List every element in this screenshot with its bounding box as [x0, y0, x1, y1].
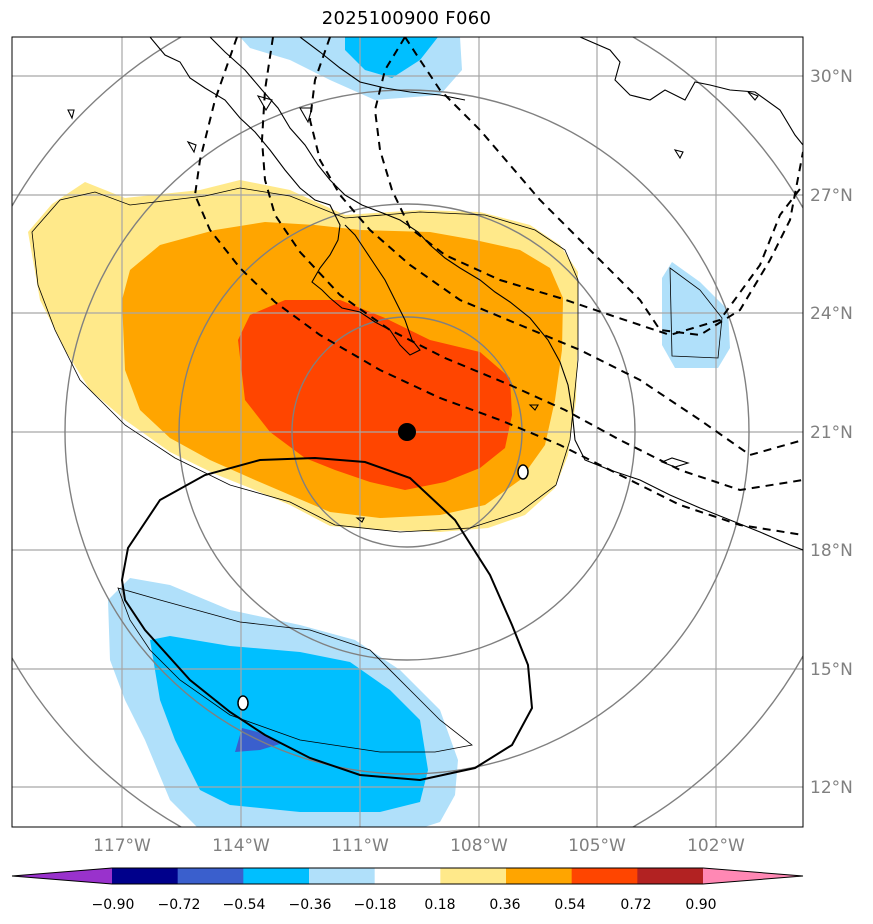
colorbar-outline — [11, 867, 804, 885]
lon-label-105: 105°W — [568, 836, 626, 856]
cb-tick-9: 0.90 — [685, 897, 716, 913]
lon-label-117: 117°W — [93, 836, 151, 856]
lat-label-24: 24°N — [810, 304, 853, 324]
colorbar-swatch — [309, 868, 376, 884]
colorbar-swatch — [637, 868, 704, 884]
cb-tick-7: 0.54 — [554, 897, 585, 913]
cb-tick-2: −0.54 — [223, 897, 266, 913]
colorbar-swatch — [243, 868, 310, 884]
lat-label-30: 30°N — [810, 67, 853, 87]
colorbar-extend-low — [12, 868, 112, 884]
storm-center-marker — [398, 423, 416, 441]
lat-label-15: 15°N — [810, 660, 853, 680]
lon-label-108: 108°W — [450, 836, 508, 856]
coastline — [67, 37, 803, 551]
longitude-labels: 117°W 114°W 111°W 108°W 105°W 102°W — [93, 836, 745, 856]
cb-tick-8: 0.72 — [620, 897, 651, 913]
lon-label-114: 114°W — [212, 836, 270, 856]
lat-label-21: 21°N — [810, 423, 853, 443]
colorbar-swatches — [11, 867, 804, 885]
plot-frame — [11, 36, 804, 828]
lon-label-102: 102°W — [687, 836, 745, 856]
lat-label-12: 12°N — [810, 778, 853, 798]
cb-tick-4: −0.18 — [354, 897, 397, 913]
negative-anomaly-field — [108, 37, 730, 827]
cb-tick-5: 0.18 — [424, 897, 455, 913]
colorbar-swatch — [374, 868, 441, 884]
colorbar-swatch — [112, 868, 179, 884]
lat-label-18: 18°N — [810, 541, 853, 561]
contour-label-marker — [237, 695, 249, 711]
graticule — [12, 37, 803, 827]
zero-contour-loop — [120, 456, 534, 782]
colorbar-swatch — [177, 868, 244, 884]
cb-tick-0: −0.90 — [92, 897, 135, 913]
contour-label-marker-2 — [517, 464, 529, 480]
positive-anomaly-field — [28, 180, 578, 532]
colorbar-extend-high — [703, 868, 803, 884]
colorbar-swatch — [440, 868, 507, 884]
colorbar-swatch — [506, 868, 573, 884]
range-rings — [12, 37, 803, 827]
map-title: 2025100900 F060 — [321, 8, 492, 29]
thin-field-contours — [31, 187, 723, 753]
colorbar-swatch — [571, 868, 638, 884]
cb-tick-3: −0.36 — [289, 897, 332, 913]
latitude-labels: 30°N 27°N 24°N 21°N 18°N 15°N 12°N — [810, 67, 853, 798]
cb-tick-6: 0.36 — [489, 897, 520, 913]
lat-label-27: 27°N — [810, 186, 853, 206]
colorbar-tick-labels: −0.90 −0.72 −0.54 −0.36 −0.18 0.18 0.36 … — [92, 897, 717, 913]
map-plot — [12, 37, 803, 827]
lon-label-111: 111°W — [331, 836, 389, 856]
cb-tick-1: −0.72 — [158, 897, 201, 913]
colorbar: −0.90 −0.72 −0.54 −0.36 −0.18 0.18 0.36 … — [11, 867, 804, 913]
dashed-track-contours — [193, 37, 803, 536]
